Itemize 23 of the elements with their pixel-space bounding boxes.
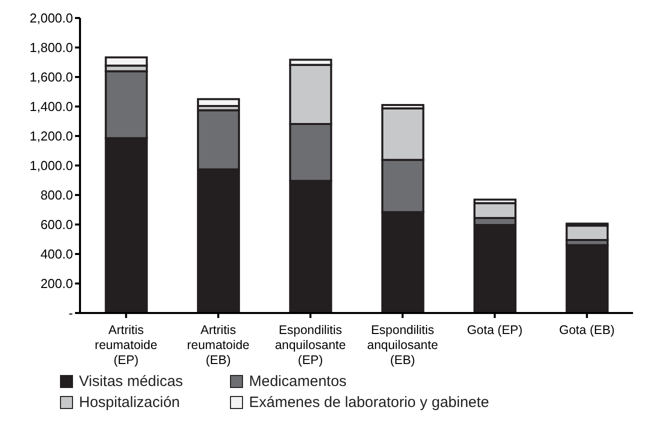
y-tick-label: 1,200.0	[30, 128, 73, 144]
y-tick-label: 1,000.0	[30, 158, 73, 174]
x-tick-label: Gota (EB)	[559, 323, 615, 337]
x-tick-label: Espondilitis anquilosante (EB)	[367, 323, 438, 367]
y-tick-label: 600.0	[40, 217, 73, 232]
y-tick-label: 400.0	[40, 246, 73, 262]
x-tick-label: Artritis reumatoide (EP)	[94, 323, 158, 367]
legend-label: Visitas médicas	[79, 373, 183, 390]
x-tick-label: Espondilitis anquilosante (EP)	[274, 323, 346, 367]
bar	[196, 98, 240, 108]
legend-label: Hospitalización	[79, 394, 180, 411]
y-tick-label: 800.0	[40, 188, 73, 203]
y-tick-label: 1,400.0	[30, 99, 73, 114]
y-tick-label: 2,000.0	[30, 10, 73, 26]
legend-label: Exámenes de laboratorio y gabinete	[249, 394, 490, 411]
bar	[566, 244, 609, 313]
y-tick-label: -	[68, 306, 73, 321]
x-tick-label: Gota (EP)	[466, 323, 523, 337]
y-tick-label: 1,600.0	[30, 70, 73, 85]
y-tick-label: 1,800.0	[30, 40, 73, 56]
x-tick-label: Artritis reumatoide (EB)	[186, 323, 250, 367]
legend-label: Medicamentos	[249, 373, 347, 390]
y-tick-label: 200.0	[40, 276, 73, 292]
